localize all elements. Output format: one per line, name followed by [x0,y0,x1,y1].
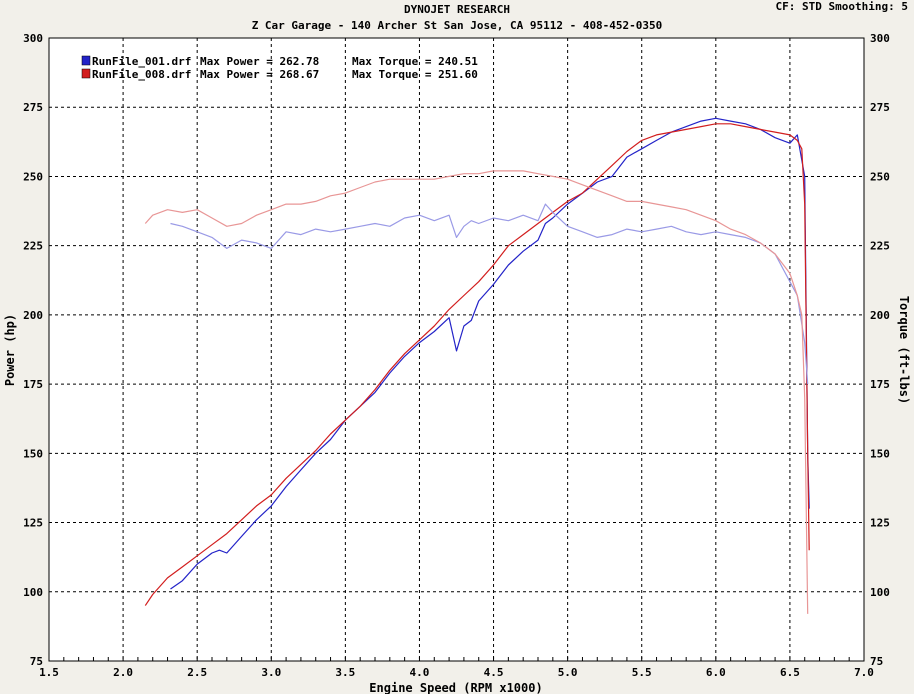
x-tick-label: 5.5 [632,666,652,679]
y-tick-label: 225 [23,240,43,253]
chart-title: DYNOJET RESEARCH [404,3,510,16]
x-tick-label: 6.0 [706,666,726,679]
x-tick-label: 3.5 [335,666,355,679]
y-tick-label: 200 [23,309,43,322]
x-tick-label: 1.5 [39,666,59,679]
y-tick-label: 275 [23,101,43,114]
series-line-power [144,123,810,606]
y2-tick-label: 300 [870,32,890,45]
legend-max-torque: Max Torque = 251.60 [352,68,478,81]
series-line-power [170,117,810,590]
y-tick-label: 125 [23,517,43,530]
y-tick-label: 75 [30,655,43,668]
chart-subtitle: Z Car Garage - 140 Archer St San Jose, C… [251,19,663,32]
y2-tick-label: 75 [870,655,883,668]
legend-swatch [81,55,91,66]
y2-tick-label: 125 [870,517,890,530]
y2-tick-label: 100 [870,586,890,599]
x-axis-label: Engine Speed (RPM x1000) [369,681,542,694]
y2-tick-label: 275 [870,101,890,114]
x-tick-label: 4.0 [410,666,430,679]
y2-tick-label: 250 [870,170,890,183]
y-tick-labels-right: 75 100 125 150 175 200 225 250 275 300 [870,32,890,668]
series-line-torque [170,203,809,385]
legend-swatch [81,68,91,79]
legend-max-torque: Max Torque = 240.51 [352,55,478,68]
x-tick-label: 5.0 [558,666,578,679]
y2-tick-label: 175 [870,378,890,391]
settings-readout: CF: STD Smoothing: 5 [775,0,908,13]
x-tick-label: 7.0 [854,666,874,679]
legend-file: RunFile_008.drf [92,68,191,81]
y-tick-label: 100 [23,586,43,599]
x-tick-label: 6.5 [780,666,800,679]
y2-tick-label: 150 [870,447,890,460]
legend-file: RunFile_001.drf [92,55,191,68]
legend-max-power: Max Power = 268.67 [200,68,319,81]
grid-lines [48,38,865,661]
legend: RunFile_001.drf Max Power = 262.78 Max Tor… [81,55,478,81]
y-tick-label: 250 [23,170,43,183]
x-tick-label: 3.0 [261,666,281,679]
y-axis-label: Power (hp) [3,314,17,386]
x-tick-labels: 1.5 2.0 2.5 3.0 3.5 4.0 4.5 5.0 5.5 6.0 6.5 7.0 [39,666,874,679]
x-tick-label: 2.0 [113,666,133,679]
y2-tick-label: 200 [870,309,890,322]
y2-axis-label: Torque (ft-lbs) [897,296,911,404]
series-line-torque [144,170,809,614]
y-tick-label: 150 [23,447,43,460]
y-tick-label: 175 [23,378,43,391]
y2-tick-label: 225 [870,240,890,253]
y-tick-label: 300 [23,32,43,45]
x-tick-label: 2.5 [187,666,207,679]
legend-max-power: Max Power = 262.78 [200,55,319,68]
y-tick-labels-left: 75 100 125 150 175 200 225 250 275 300 [23,32,43,668]
x-tick-label: 4.5 [484,666,504,679]
series-lines [144,117,810,614]
